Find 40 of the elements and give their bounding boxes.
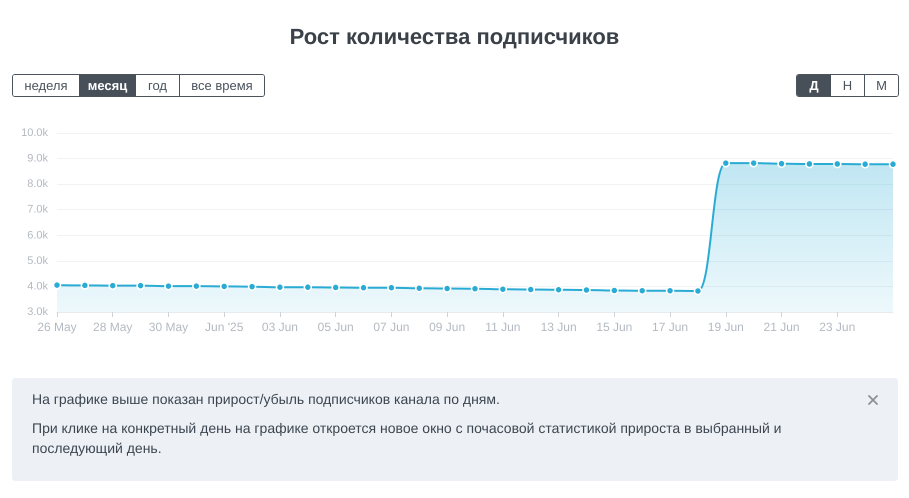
x-tick-label: 23 Jun [819, 320, 856, 334]
x-tick-label: 28 May [93, 320, 132, 334]
point [694, 286, 702, 296]
x-tick-label: 17 Jun [652, 320, 688, 334]
text: На графике выше показан прирост/убыль подписчиков канала по дням. [32, 390, 501, 409]
y-tick-label: 9.0k [27, 152, 48, 165]
y-tick-label: 8.0k [27, 178, 48, 190]
x-tick-label: 09 Jun [429, 320, 466, 334]
x-tick-label: 26 May [37, 320, 77, 334]
text: Н [831, 75, 864, 96]
x-tick-label: 05 Jun [318, 320, 354, 334]
x-tick-label: 11 Jun [485, 320, 520, 334]
point [610, 286, 619, 295]
point [554, 286, 563, 294]
y-tick-label: 6.0k [27, 229, 48, 242]
text: М [864, 75, 898, 96]
x-tick-label: 21 Jun [764, 320, 800, 334]
y-tick-label: 5.0k [27, 254, 48, 267]
point [638, 286, 646, 296]
chart-title: Рост количества подписчиков [288, 24, 620, 50]
text: При клике на конкретный день на графике откроется новое окно с почасовой статистикой прироста в выбранный и последующий день. [32, 419, 782, 458]
y-tick-label: 4.0k [27, 280, 48, 292]
text: месяц [79, 75, 136, 96]
x-tick-label: Jun '25 [205, 320, 244, 334]
x-tick-label: 13 Jun [540, 320, 577, 334]
x-tick-label: 30 May [148, 320, 188, 334]
text: все время [179, 75, 264, 96]
text: год [136, 75, 179, 96]
y-tick-label: 3.0k [27, 306, 48, 318]
x-tick-label: 19 Jun [708, 320, 744, 334]
y-tick-label: 10.0k [21, 127, 48, 139]
x-tick-label: 07 Jun [373, 320, 410, 334]
text: неделя [13, 75, 79, 96]
x-tick-label: 15 Jun [596, 320, 632, 334]
point [666, 286, 674, 296]
y-tick-label: 7.0k [27, 204, 48, 216]
text: Д [797, 75, 831, 96]
point [582, 286, 591, 294]
x-tick-label: 03 Jun [262, 320, 298, 334]
point [526, 285, 535, 294]
